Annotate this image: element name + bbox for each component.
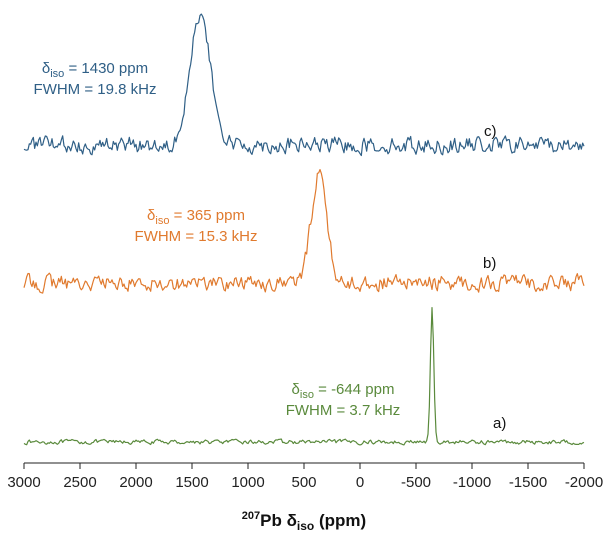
- x-tick-label: 0: [356, 474, 364, 491]
- delta-iso-annotation-c: δiso = 1430 ppm: [42, 60, 148, 80]
- delta-subscript: iso: [155, 215, 169, 227]
- spectrum-line-b: [23, 168, 585, 294]
- trace-label-b: b): [483, 255, 496, 272]
- x-axis-label: 207Pb δiso (ppm): [242, 510, 366, 533]
- spectrum-line-c: [23, 13, 585, 157]
- delta-symbol: δ: [42, 60, 50, 77]
- trace-label-a: a): [493, 415, 506, 432]
- spectra-traces: [23, 13, 585, 446]
- x-tick-label: 2000: [119, 474, 152, 491]
- spectrum-line-a: [23, 306, 585, 446]
- x-tick-label: 1500: [175, 474, 208, 491]
- xlabel-unit: (ppm): [314, 511, 366, 530]
- x-tick-label: 1000: [231, 474, 264, 491]
- delta-value: = -644 ppm: [314, 381, 394, 398]
- delta-subscript: iso: [50, 68, 64, 80]
- fwhm-annotation-b: FWHM = 15.3 kHz: [135, 228, 258, 245]
- delta-value: = 365 ppm: [169, 207, 244, 224]
- xlabel-symbol: δ: [282, 511, 297, 530]
- x-tick-label: 3000: [7, 474, 40, 491]
- delta-symbol: δ: [147, 207, 155, 224]
- delta-iso-annotation-a: δiso = -644 ppm: [292, 381, 395, 401]
- x-tick-label: -1500: [509, 474, 547, 491]
- delta-value: = 1430 ppm: [64, 60, 148, 77]
- xlabel-superscript: 207: [242, 510, 260, 522]
- fwhm-annotation-c: FWHM = 19.8 kHz: [34, 81, 157, 98]
- trace-label-c: c): [484, 123, 497, 140]
- delta-symbol: δ: [292, 381, 300, 398]
- xlabel-nucleus: Pb: [260, 511, 282, 530]
- x-tick-label: -1000: [453, 474, 491, 491]
- x-tick-label: -2000: [565, 474, 603, 491]
- delta-iso-annotation-b: δiso = 365 ppm: [147, 207, 245, 227]
- xlabel-subscript: iso: [297, 519, 314, 533]
- fwhm-annotation-a: FWHM = 3.7 kHz: [286, 402, 401, 419]
- x-tick-label: 500: [291, 474, 316, 491]
- delta-subscript: iso: [300, 389, 314, 401]
- x-tick-label: -500: [401, 474, 431, 491]
- x-axis: 3000 2500 2000 1500 1000 500 0 -500 -1000 -1500 -2…: [7, 462, 603, 491]
- x-axis-ticks: 3000 2500 2000 1500 1000 500 0 -500 -1000 -1500 -2…: [7, 463, 603, 491]
- x-tick-label: 2500: [63, 474, 96, 491]
